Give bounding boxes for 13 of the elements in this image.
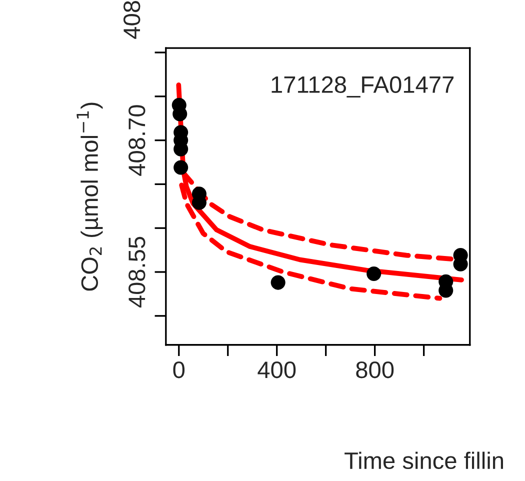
x-tick-label: 400: [258, 361, 296, 378]
x-tick-label: 0: [173, 361, 185, 378]
y-tick-label: 408.70: [128, 105, 146, 176]
x-tick-label: 800: [356, 361, 394, 378]
annotation: 171128_FA01477: [272, 76, 454, 98]
point: [270, 275, 286, 290]
text: 408: [123, 1, 140, 39]
point: [366, 266, 382, 282]
x-axis-title: Time since fillin: [344, 452, 503, 470]
point: [172, 106, 188, 122]
y-axis-title: CO$_{2}$ (µmol mol$^{−1}$): [76, 102, 103, 291]
point: [174, 160, 188, 175]
y-tick-label: 408.55: [128, 236, 146, 308]
